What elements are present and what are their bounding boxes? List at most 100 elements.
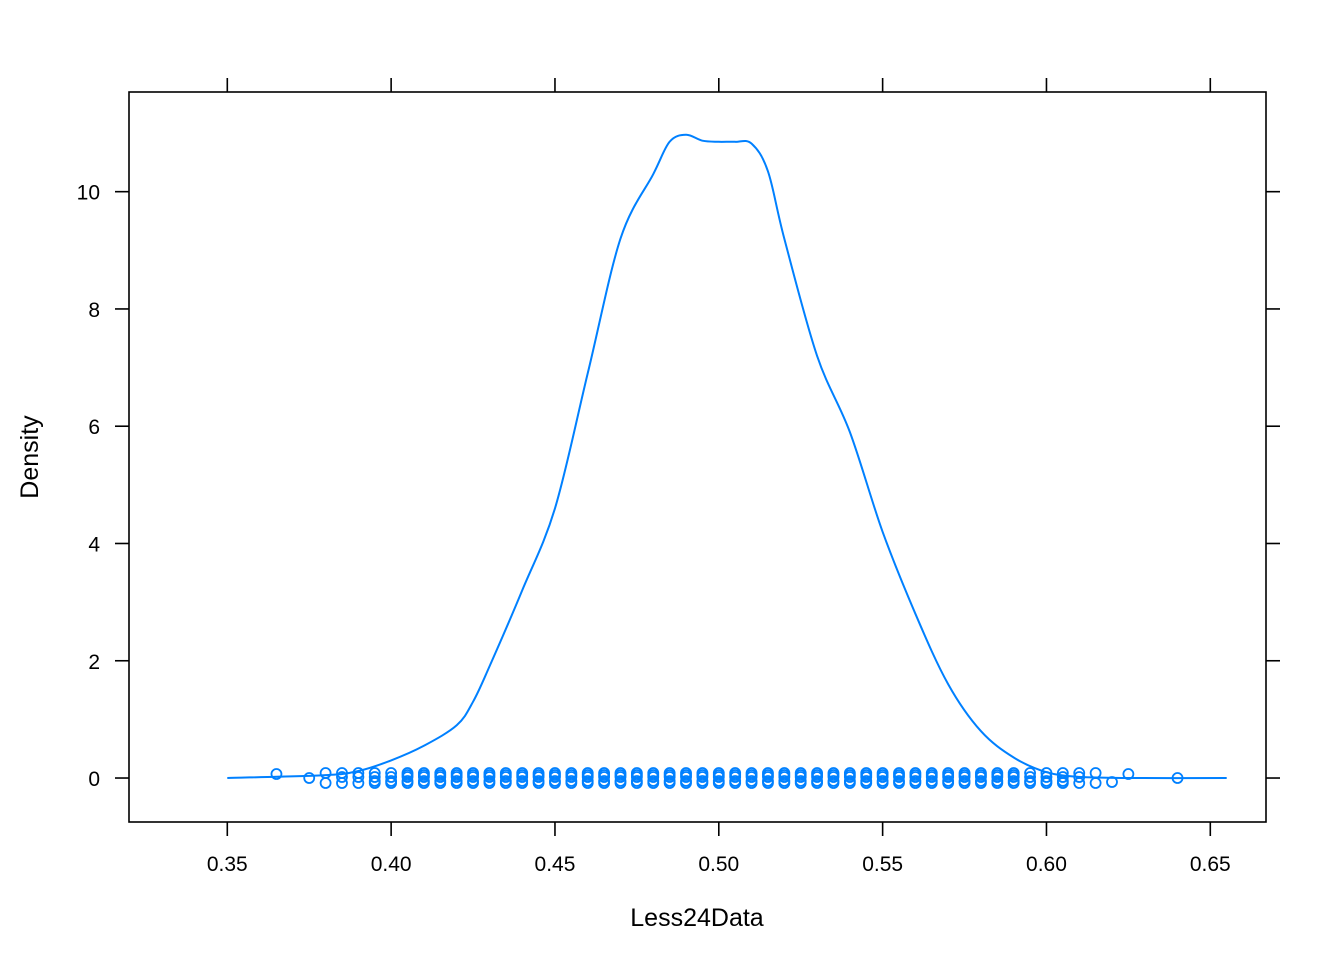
rug-point (647, 769, 660, 781)
rug-point (778, 775, 791, 787)
x-tick-label: 0.35 (207, 853, 248, 876)
x-tick-label: 0.50 (698, 853, 739, 876)
rug-point (417, 775, 430, 787)
y-tick-label: 6 (88, 416, 100, 439)
rug-point (843, 769, 856, 781)
rug-point (319, 767, 332, 779)
rug-point (614, 775, 627, 787)
rug-point (434, 775, 447, 787)
rug-point (860, 769, 873, 781)
rug-point (385, 771, 398, 783)
rug-point (762, 775, 774, 787)
rug-point (843, 775, 856, 787)
rug-point (958, 775, 971, 787)
rug-point (778, 769, 791, 781)
x-tick-label: 0.60 (1026, 853, 1067, 876)
rug-point (712, 775, 725, 787)
rug-point (991, 769, 1004, 781)
rug-point (794, 769, 807, 781)
rug-point (450, 769, 463, 781)
y-tick-label: 10 (77, 182, 100, 205)
rug-point (614, 769, 627, 781)
rug-point (483, 769, 496, 781)
rug-point (909, 769, 922, 781)
rug-point (581, 775, 594, 787)
rug-points (270, 767, 1184, 789)
x-axis-title: Less24Data (630, 904, 764, 932)
rug-point (696, 769, 709, 781)
rug-point (1007, 775, 1020, 787)
rug-point (630, 775, 643, 787)
rug-point (893, 769, 905, 781)
rug-point (336, 777, 348, 789)
x-tick-label: 0.40 (371, 853, 412, 876)
rug-point (483, 775, 496, 787)
rug-point (811, 769, 823, 781)
rug-point (549, 769, 561, 781)
rug-point (1007, 769, 1020, 781)
rug-point (712, 769, 725, 781)
rug-point (549, 775, 561, 787)
rug-point (434, 769, 447, 781)
rug-point (663, 769, 676, 781)
rug-point (516, 775, 529, 787)
rug-point (647, 775, 660, 787)
rug-point (811, 775, 823, 787)
rug-point (942, 769, 955, 781)
rug-point (876, 769, 889, 781)
rug-point (1024, 775, 1036, 787)
rug-point (368, 771, 381, 783)
rug-point (1122, 768, 1135, 780)
rug-point (532, 769, 545, 781)
rug-point (876, 775, 889, 787)
rug-point (581, 769, 594, 781)
plot-border (128, 91, 1267, 823)
y-axis: 0 2 4 6 8 10 (77, 182, 1280, 791)
rug-point (565, 769, 578, 781)
rug-point (827, 775, 840, 787)
rug-point (417, 769, 430, 781)
rug-point (467, 769, 479, 781)
rug-point (598, 769, 611, 781)
rug-point (532, 775, 545, 787)
rug-point (680, 769, 692, 781)
rug-point (499, 769, 512, 781)
rug-point (893, 775, 905, 787)
y-tick-label: 8 (88, 299, 100, 322)
rug-point (467, 775, 479, 787)
rug-point (385, 775, 398, 787)
rug-point (745, 775, 758, 787)
rug-point (1073, 777, 1086, 789)
density-curve (227, 133, 1227, 780)
x-tick-label: 0.65 (1190, 853, 1231, 876)
rug-point (1040, 775, 1053, 787)
rug-point (401, 775, 414, 787)
rug-point (958, 769, 971, 781)
rug-point (270, 768, 283, 780)
rug-point (1024, 771, 1036, 783)
rug-point (827, 769, 840, 781)
rug-point (336, 771, 348, 783)
y-tick-label: 4 (88, 533, 100, 556)
rug-point (352, 777, 365, 789)
rug-point (975, 775, 987, 787)
rug-point (925, 775, 938, 787)
rug-point (680, 775, 692, 787)
rug-point (729, 775, 742, 787)
x-tick-label: 0.55 (862, 853, 903, 876)
rug-point (696, 775, 709, 787)
rug-point (598, 775, 611, 787)
rug-point (794, 775, 807, 787)
rug-point (450, 775, 463, 787)
rug-point (499, 775, 512, 787)
y-tick-label: 0 (88, 768, 100, 791)
rug-point (925, 769, 938, 781)
rug-point (1089, 777, 1102, 789)
rug-point (909, 775, 922, 787)
rug-point (630, 769, 643, 781)
rug-point (319, 777, 332, 789)
rug-point (762, 769, 774, 781)
y-tick-label: 2 (88, 651, 100, 674)
rug-point (401, 769, 414, 781)
